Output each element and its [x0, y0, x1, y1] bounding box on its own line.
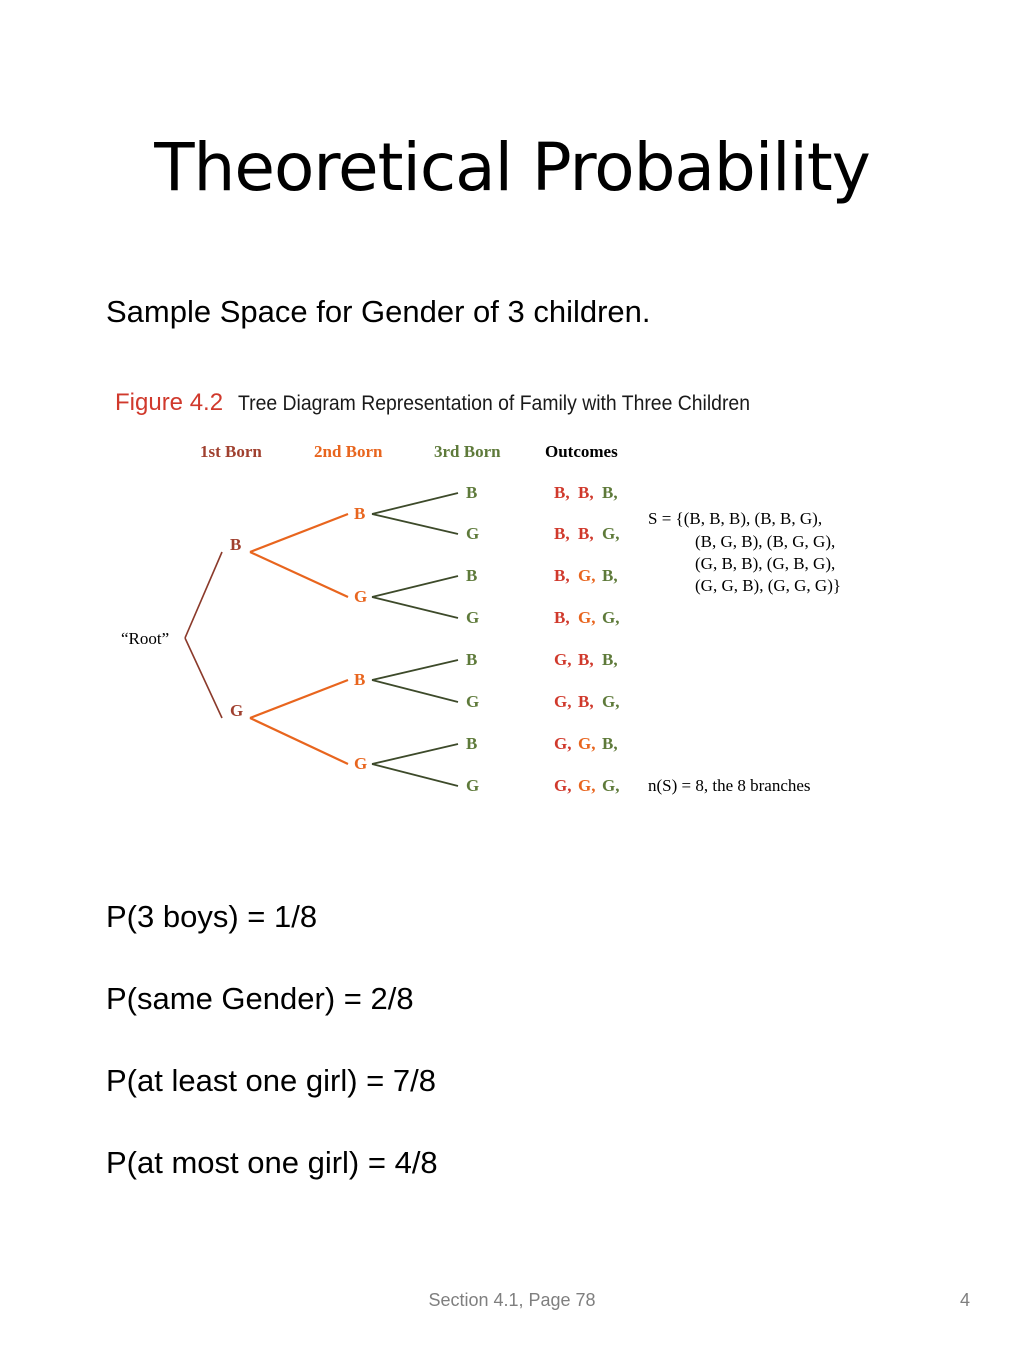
outcome-3-item-3: B, — [602, 566, 618, 585]
node-3rd-born-6: G — [466, 692, 479, 711]
probability-at-least-one-girl: P(at least one girl) = 7/8 — [106, 1063, 436, 1098]
branch-level3-7 — [371, 743, 459, 765]
node-2nd-born-4: G — [354, 754, 367, 773]
tree-diagram-figure: Figure 4.2 Tree Diagram Representation o… — [110, 380, 920, 830]
branch-level3-4 — [371, 596, 459, 619]
node-1st-born-2: G — [230, 701, 243, 720]
branch-level2-1 — [249, 512, 349, 554]
outcome-8-item-3: G, — [602, 776, 619, 795]
node-2nd-born-2: G — [354, 587, 367, 606]
outcome-3-item-1: B, — [554, 566, 570, 585]
sample-space-count: n(S) = 8, the 8 branches — [648, 776, 811, 795]
root-label: “Root” — [121, 629, 169, 648]
outcome-7-item-1: G, — [554, 734, 571, 753]
outcome-4-item-1: B, — [554, 608, 570, 627]
outcome-8-item-1: G, — [554, 776, 571, 795]
outcome-2-item-2: B, — [578, 524, 594, 543]
branch-level2-2 — [249, 551, 349, 598]
branch-level3-5 — [371, 659, 459, 681]
probability-same-gender: P(same Gender) = 2/8 — [106, 981, 414, 1016]
slide-footer: Section 4.1, Page 78 — [428, 1290, 596, 1310]
figure-label: Figure 4.2 — [115, 389, 223, 416]
outcome-1-item-2: B, — [578, 483, 594, 502]
node-3rd-born-4: G — [466, 608, 479, 627]
probability-3-boys: P(3 boys) = 1/8 — [106, 899, 318, 934]
sample-space-line-4: (G, G, B), (G, G, G)} — [695, 576, 841, 595]
branch-level3-3 — [371, 575, 459, 598]
figure-caption: Tree Diagram Representation of Family wi… — [238, 392, 750, 415]
outcome-6-item-1: G, — [554, 692, 571, 711]
outcome-4-item-3: G, — [602, 608, 619, 627]
node-1st-born-1: B — [230, 535, 241, 554]
branch-level3-1 — [371, 492, 459, 515]
page-number: 4 — [959, 1290, 970, 1310]
sample-space-line-2: (B, G, B), (B, G, G), — [695, 532, 835, 551]
branch-level2-3 — [249, 678, 349, 720]
branch-root-b — [184, 551, 223, 639]
sample-space-line-3: (G, B, B), (G, B, G), — [695, 554, 835, 573]
header-2nd-born: 2nd Born — [314, 442, 383, 461]
branch-level3-2 — [371, 513, 459, 535]
outcome-2-item-3: G, — [602, 524, 619, 543]
branch-level3-8 — [371, 763, 459, 787]
outcome-8-item-2: G, — [578, 776, 595, 795]
outcome-6-item-3: G, — [602, 692, 619, 711]
outcome-7-item-3: B, — [602, 734, 618, 753]
node-3rd-born-3: B — [466, 566, 477, 585]
branch-level3-6 — [371, 679, 459, 703]
branch-root-g — [184, 637, 223, 719]
node-2nd-born-3: B — [354, 670, 365, 689]
sample-space-line-1: S = {(B, B, B), (B, B, G), — [648, 509, 822, 528]
outcome-5-item-1: G, — [554, 650, 571, 669]
slide-title: Theoretical Probability — [154, 129, 871, 206]
outcome-3-item-2: G, — [578, 566, 595, 585]
node-3rd-born-2: G — [466, 524, 479, 543]
outcome-4-item-2: G, — [578, 608, 595, 627]
outcome-1-item-3: B, — [602, 483, 618, 502]
outcome-6-item-2: B, — [578, 692, 594, 711]
node-3rd-born-5: B — [466, 650, 477, 669]
node-3rd-born-7: B — [466, 734, 477, 753]
header-3rd-born: 3rd Born — [434, 442, 501, 461]
outcome-2-item-1: B, — [554, 524, 570, 543]
outcome-7-item-2: G, — [578, 734, 595, 753]
tree-branches — [184, 492, 459, 787]
node-3rd-born-1: B — [466, 483, 477, 502]
branch-level2-4 — [249, 717, 349, 765]
outcome-5-item-3: B, — [602, 650, 618, 669]
header-1st-born: 1st Born — [200, 442, 262, 461]
node-3rd-born-8: G — [466, 776, 479, 795]
slide-subtitle: Sample Space for Gender of 3 children. — [106, 294, 651, 329]
outcome-5-item-2: B, — [578, 650, 594, 669]
header-outcomes: Outcomes — [545, 442, 618, 461]
probability-at-most-one-girl: P(at most one girl) = 4/8 — [106, 1145, 438, 1180]
outcome-1-item-1: B, — [554, 483, 570, 502]
node-2nd-born-1: B — [354, 504, 365, 523]
